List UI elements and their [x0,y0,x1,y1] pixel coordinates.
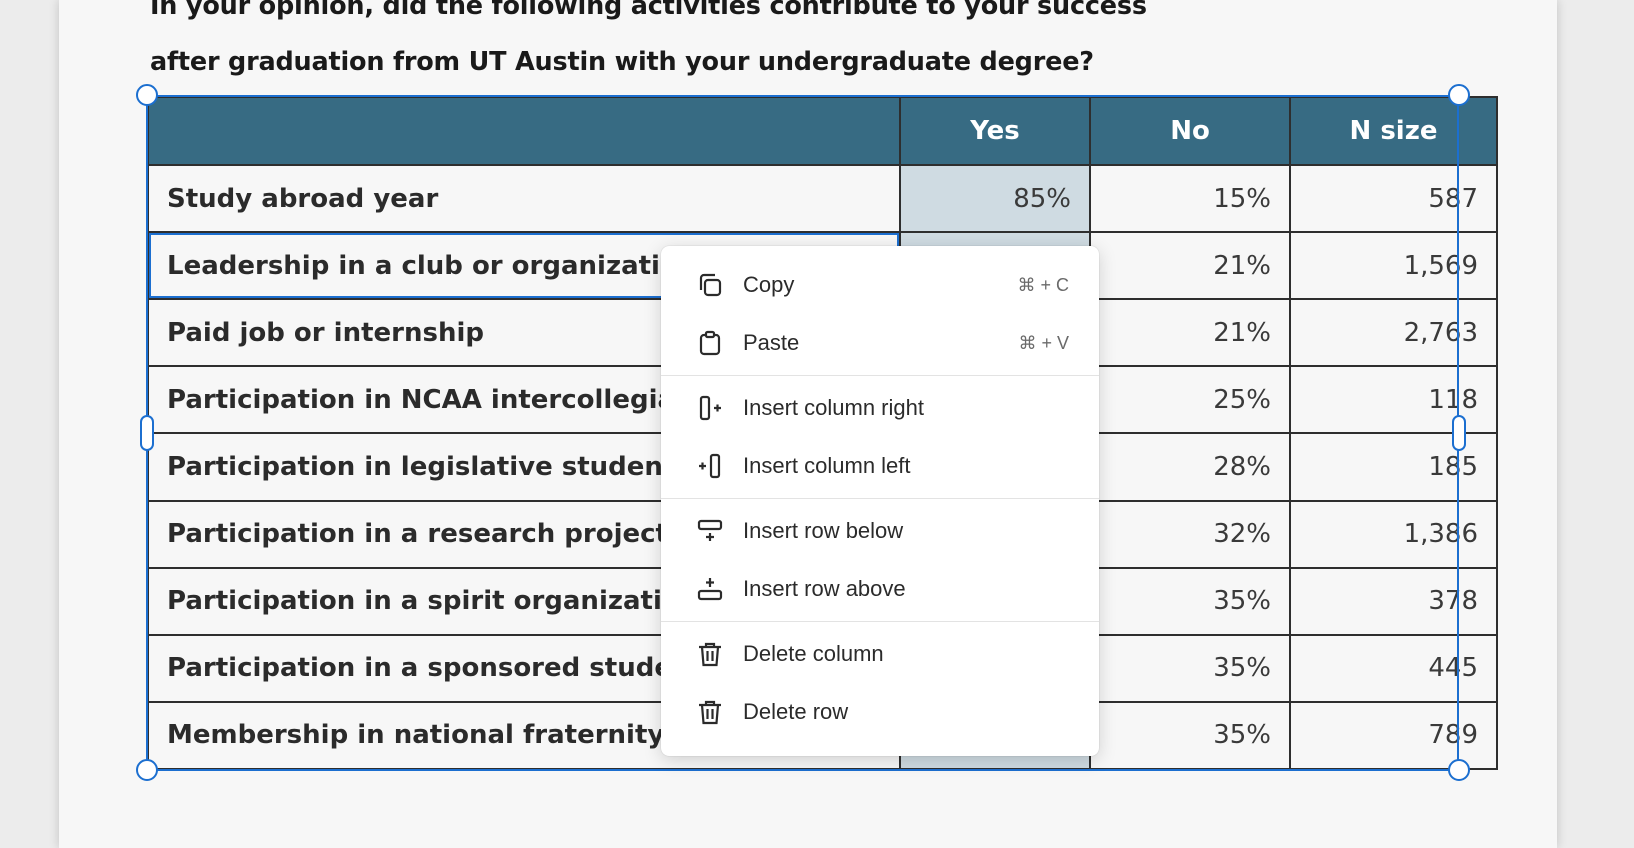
menu-divider [661,375,1099,376]
header-cell-n-size[interactable]: N size [1289,96,1498,166]
resize-handle-bottom-right[interactable] [1448,759,1470,781]
question-line-2: after graduation from UT Austin with you… [150,47,1094,77]
no-cell[interactable]: 35% [1089,700,1291,771]
no-cell[interactable]: 25% [1089,365,1291,435]
table-row: Study abroad year 85% 15% 587 [147,163,1498,234]
table-header-row: Yes No N size [147,96,1498,166]
n-size-cell[interactable]: 378 [1289,566,1498,636]
row-label-cell[interactable]: Study abroad year [147,163,901,234]
insert-row-below-icon [695,516,725,546]
header-cell-yes[interactable]: Yes [899,96,1091,166]
header-cell-no[interactable]: No [1089,96,1291,166]
insert-row-above-icon [695,574,725,604]
no-cell[interactable]: 21% [1089,231,1291,301]
menu-item-label: Insert column left [743,453,911,478]
menu-item-insert-row-below[interactable]: Insert row below [661,502,1099,560]
no-cell[interactable]: 21% [1089,298,1291,368]
insert-column-right-icon [695,393,725,423]
no-cell[interactable]: 32% [1089,499,1291,569]
copy-icon [695,270,725,300]
resize-handle-top-left[interactable] [136,84,158,106]
no-cell[interactable]: 35% [1089,566,1291,636]
menu-item-label: Delete column [743,641,884,666]
question-text: In your opinion, did the following activ… [150,0,1350,90]
resize-handle-bottom-left[interactable] [136,759,158,781]
context-menu: Copy ⌘ + C Paste ⌘ + V Insert column rig… [661,246,1099,756]
menu-item-label: Paste [743,330,800,355]
trash-icon [695,697,725,727]
yes-cell[interactable]: 85% [899,163,1091,234]
clipboard-icon [695,328,725,358]
menu-item-shortcut: ⌘ + C [1017,274,1069,295]
menu-item-delete-column[interactable]: Delete column [661,625,1099,683]
n-size-cell[interactable]: 587 [1289,163,1498,234]
menu-item-delete-row[interactable]: Delete row [661,683,1099,741]
n-size-cell[interactable]: 1,386 [1289,499,1498,569]
no-cell[interactable]: 28% [1089,432,1291,502]
menu-divider [661,621,1099,622]
menu-divider [661,498,1099,499]
n-size-cell[interactable]: 2,763 [1289,298,1498,368]
table-row: Membership in national fraternity or so … [147,700,1498,771]
menu-item-shortcut: ⌘ + V [1018,332,1069,353]
insert-column-left-icon [695,451,725,481]
no-cell[interactable]: 15% [1089,163,1291,234]
trash-icon [695,639,725,669]
no-cell[interactable]: 35% [1089,633,1291,703]
menu-item-label: Delete row [743,699,849,724]
question-line-1: In your opinion, did the following activ… [150,0,1147,21]
menu-item-label: Insert row above [743,576,906,601]
header-cell-label[interactable] [147,96,901,166]
menu-item-label: Insert row below [743,518,904,543]
n-size-cell[interactable]: 789 [1289,700,1498,771]
menu-item-insert-column-right[interactable]: Insert column right [661,379,1099,437]
resize-handle-left[interactable] [140,415,154,451]
menu-item-label: Copy [743,272,795,297]
menu-item-insert-column-left[interactable]: Insert column left [661,437,1099,495]
menu-item-label: Insert column right [743,395,924,420]
n-size-cell[interactable]: 1,569 [1289,231,1498,301]
n-size-cell[interactable]: 445 [1289,633,1498,703]
resize-handle-right[interactable] [1452,415,1466,451]
menu-item-copy[interactable]: Copy ⌘ + C [661,256,1099,314]
menu-item-insert-row-above[interactable]: Insert row above [661,560,1099,618]
resize-handle-top-right[interactable] [1448,84,1470,106]
menu-item-paste[interactable]: Paste ⌘ + V [661,314,1099,372]
